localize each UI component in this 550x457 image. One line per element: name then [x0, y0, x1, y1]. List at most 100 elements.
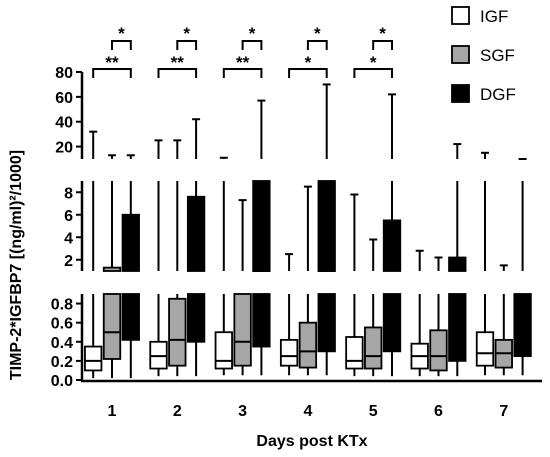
sig-label-inner: * — [118, 24, 125, 43]
box-body — [298, 321, 318, 369]
legend-label-dgf: DGF — [480, 85, 516, 104]
x-tick-label: 5 — [369, 403, 378, 420]
box-body — [121, 293, 140, 341]
box-body — [364, 326, 383, 370]
box-body — [345, 336, 364, 370]
sig-label-inner: * — [183, 24, 190, 43]
box-body — [214, 331, 233, 370]
box-dgf-day-1 — [121, 154, 140, 379]
x-tick-label: 6 — [434, 403, 443, 420]
sig-label-outer: ** — [236, 53, 250, 72]
legend-swatch-sgf — [451, 45, 470, 64]
box-body — [279, 338, 299, 367]
sig-bracket-inner — [372, 40, 393, 50]
y-tick-label: 6 — [64, 208, 73, 225]
box-sgf-day-7 — [494, 264, 513, 376]
box-body — [513, 293, 532, 358]
sig-label-outer: * — [370, 53, 377, 72]
y-tick-label: 80 — [55, 65, 73, 82]
sig-label-outer: ** — [105, 53, 119, 72]
y-tick-label: 0.0 — [51, 373, 73, 390]
sig-label-inner: * — [314, 24, 321, 43]
box-body — [429, 329, 448, 372]
box-dgf-day-3 — [252, 99, 271, 376]
box-igf-day-6 — [410, 249, 429, 377]
sig-bracket-outer — [92, 68, 132, 78]
sig-bracket-outer — [353, 68, 393, 78]
box-dgf-day-6 — [448, 143, 467, 377]
plot-panels: 0.0 0.2 0.4 0.6 0.8 2 4 6 8 20 40 60 80 — [51, 65, 542, 390]
box-body — [252, 293, 271, 348]
box-body — [186, 195, 206, 272]
sig-bracket-inner — [111, 40, 132, 50]
box-sgf-day-6 — [429, 256, 448, 377]
box-body — [448, 256, 467, 272]
box-body — [168, 297, 187, 367]
sig-bracket-inner — [176, 40, 198, 50]
box-body — [233, 293, 252, 367]
box-sgf-day-3 — [233, 199, 252, 376]
y-axis-title: TIMP-2*IGFBP7 [(ng/ml)²/1000] — [8, 150, 25, 380]
legend-swatch-igf — [451, 6, 470, 25]
box-body — [102, 293, 122, 360]
sig-bracket-inner — [241, 40, 263, 50]
sig-bracket-inner — [306, 40, 328, 50]
box-sgf-day-1 — [102, 154, 122, 379]
box-dgf-day-5 — [382, 93, 402, 377]
sig-bracket-outer — [288, 68, 328, 78]
box-dgf-day-4 — [317, 83, 336, 376]
y-tick-label: 60 — [55, 90, 73, 107]
box-body — [382, 293, 402, 353]
significance-brackets: ************* — [92, 24, 393, 78]
box-body — [475, 331, 495, 367]
y-tick-label: 0.2 — [51, 354, 73, 371]
sig-bracket-outer — [222, 68, 263, 78]
legend: IGF SGF DGF — [451, 6, 516, 104]
box-body — [102, 266, 122, 272]
x-tick-label: 1 — [108, 403, 117, 420]
box-body — [121, 213, 140, 272]
box-body — [186, 293, 206, 343]
x-tick-label: 7 — [499, 403, 508, 420]
box-body — [448, 293, 467, 362]
legend-label-sgf: SGF — [480, 46, 515, 65]
box-dgf-day-2 — [186, 118, 206, 377]
y-tick-label: 0.4 — [51, 335, 73, 352]
sig-label-inner: * — [379, 24, 386, 43]
x-tick-label: 3 — [238, 403, 247, 420]
y-tick-label: 20 — [55, 140, 73, 157]
box-body — [382, 219, 402, 272]
box-body — [252, 180, 271, 272]
box-body — [84, 345, 103, 372]
sig-label-outer: * — [305, 53, 312, 72]
box-dgf-day-7 — [513, 158, 532, 376]
y-tick-label: 0.8 — [51, 297, 73, 314]
box-groups — [84, 83, 532, 379]
x-tick-labels: 1 2 3 4 5 6 7 — [108, 403, 509, 420]
x-tick-label: 4 — [303, 403, 312, 420]
x-axis-title: Days post KTx — [256, 433, 367, 450]
y-tick-label: 8 — [64, 185, 73, 202]
sig-label-inner: * — [249, 24, 256, 43]
box-sgf-day-4 — [298, 185, 318, 376]
box-body — [317, 293, 336, 353]
legend-swatch-dgf — [451, 84, 470, 103]
box-igf-day-2 — [149, 139, 168, 377]
box-sgf-day-5 — [364, 238, 383, 377]
box-body — [317, 180, 336, 272]
box-igf-day-4 — [279, 253, 299, 376]
x-tick-label: 2 — [173, 403, 182, 420]
y-tick-label: 2 — [64, 253, 73, 270]
box-igf-day-1 — [84, 130, 103, 379]
y-tick-label: 0.6 — [51, 316, 73, 333]
box-igf-day-7 — [475, 151, 495, 376]
y-tick-label: 4 — [64, 230, 73, 247]
sig-bracket-outer — [157, 68, 198, 78]
box-igf-day-5 — [345, 193, 364, 377]
legend-label-igf: IGF — [480, 7, 508, 26]
y-tick-label: 40 — [55, 115, 73, 132]
sig-label-outer: ** — [171, 53, 185, 72]
box-sgf-day-2 — [168, 139, 187, 377]
box-igf-day-3 — [214, 156, 233, 376]
